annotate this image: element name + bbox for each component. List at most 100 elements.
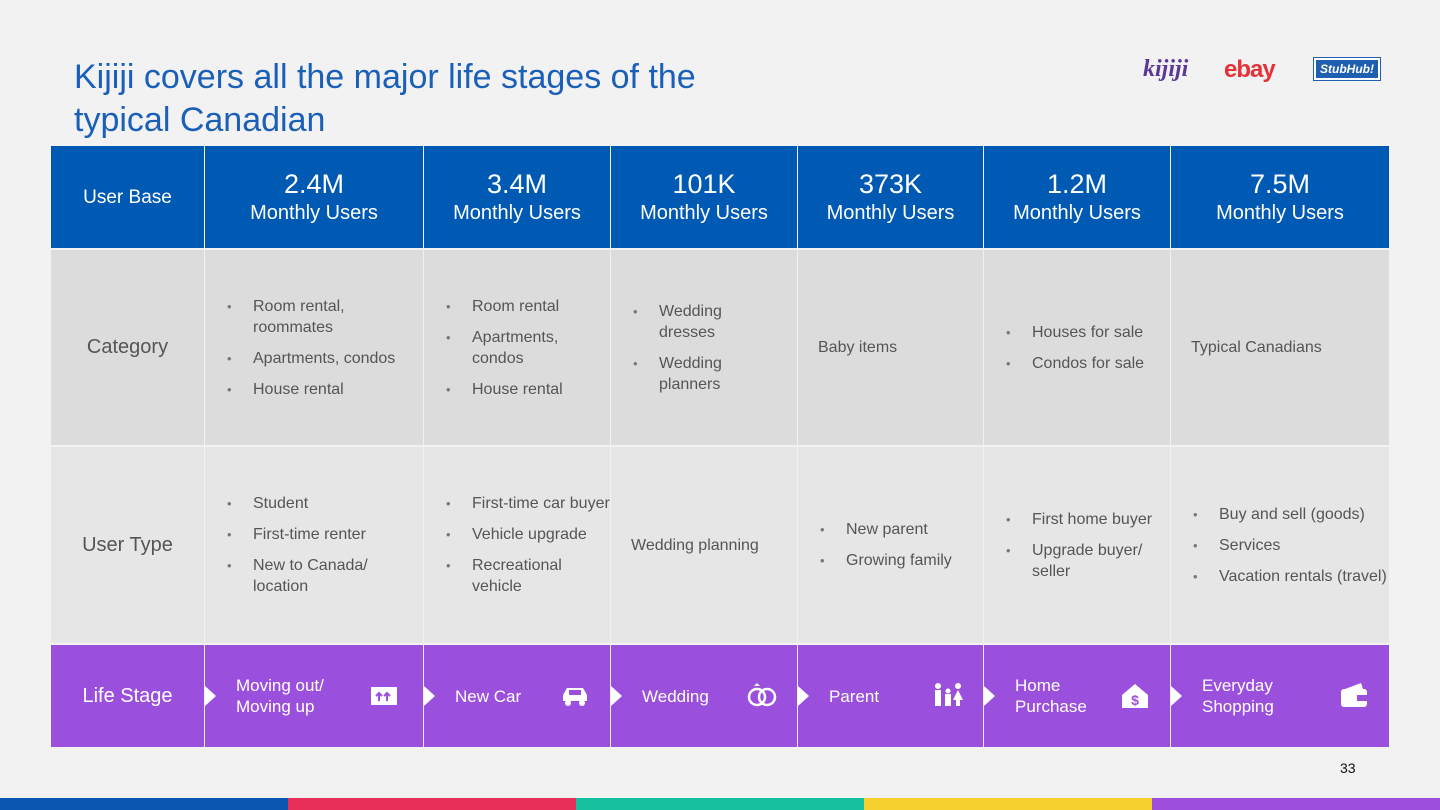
arrow bbox=[205, 686, 216, 706]
row-label: User Type bbox=[51, 447, 204, 643]
logo-stubhub: StubHub! bbox=[1313, 57, 1381, 81]
icon bbox=[933, 681, 963, 711]
bullet-item: First home buyer bbox=[1006, 509, 1160, 530]
bullet-item: House rental bbox=[227, 379, 406, 400]
table-cell: Student First-time renter New to Canada/ l… bbox=[205, 447, 423, 643]
life-stage-cell: Everyday Shopping bbox=[1171, 645, 1389, 747]
bullet-item: New to Canada/ location bbox=[227, 555, 406, 597]
bullet-item: First-time renter bbox=[227, 524, 406, 545]
table-cell: First home buyer Upgrade buyer/ seller bbox=[984, 447, 1170, 643]
bullet-list: New parent Growing family bbox=[818, 509, 969, 581]
page-number: 33 bbox=[1340, 760, 1356, 776]
bullet-item: Room rental bbox=[446, 296, 610, 317]
life-stage-cell: New Car bbox=[424, 645, 610, 747]
icon-svg bbox=[371, 687, 397, 705]
table-cell: Buy and sell (goods) Services Vacation ren… bbox=[1171, 447, 1389, 643]
header-cell: 2.4M Monthly Users bbox=[205, 146, 423, 248]
bullet-item: House rental bbox=[446, 379, 610, 400]
bullet-item: Services bbox=[1193, 535, 1387, 556]
bullet-item: Apartments, condos bbox=[227, 348, 406, 369]
bullet-list: Wedding dresses Wedding planners bbox=[631, 291, 769, 405]
bullet-item: Condos for sale bbox=[1006, 353, 1160, 374]
logo-ebay: ebay bbox=[1224, 56, 1276, 83]
bullet-item: Buy and sell (goods) bbox=[1193, 504, 1387, 525]
icon bbox=[747, 681, 777, 711]
arrow bbox=[1171, 686, 1182, 706]
header-cell: 373K Monthly Users bbox=[798, 146, 983, 248]
bullet-item: Vehicle upgrade bbox=[446, 524, 610, 545]
user-unit: Monthly Users bbox=[640, 202, 768, 224]
user-count: 1.2M bbox=[1046, 169, 1108, 199]
header-cell: 3.4M Monthly Users bbox=[424, 146, 610, 248]
icon-svg bbox=[935, 683, 963, 706]
color-bar bbox=[0, 798, 1440, 810]
table-cell: First-time car buyer Vehicle upgrade Recre… bbox=[424, 447, 610, 643]
table-cell: Typical Canadians bbox=[1171, 250, 1389, 445]
cell-text: Wedding planning bbox=[631, 536, 759, 554]
bullet-item: Vacation rentals (travel) bbox=[1193, 566, 1387, 587]
icon bbox=[369, 681, 399, 711]
header-cell: 101K Monthly Users bbox=[611, 146, 797, 248]
arrow bbox=[984, 686, 995, 706]
icon: $ bbox=[1120, 681, 1150, 711]
user-unit: Monthly Users bbox=[453, 202, 581, 224]
user-unit: Monthly Users bbox=[1013, 202, 1141, 224]
user-count: 3.4M bbox=[486, 169, 548, 199]
bullet-list: First-time car buyer Vehicle upgrade Recre… bbox=[444, 483, 610, 607]
bullet-item: Wedding dresses bbox=[633, 301, 769, 343]
life-stage-text: New Car bbox=[455, 686, 522, 706]
table-cell: Room rental, roommates Apartments, condos… bbox=[205, 250, 423, 445]
table-cell: Baby items bbox=[798, 250, 983, 445]
bullet-item: Student bbox=[227, 493, 406, 514]
bullet-item: Room rental, roommates bbox=[227, 296, 406, 338]
bullet-list: First home buyer Upgrade buyer/ seller bbox=[1004, 499, 1160, 592]
arrow bbox=[424, 686, 435, 706]
header-cell: 7.5M Monthly Users bbox=[1171, 146, 1389, 248]
icon-svg: $ bbox=[1122, 684, 1148, 708]
user-count: 2.4M bbox=[283, 169, 345, 199]
user-unit: Monthly Users bbox=[1216, 202, 1344, 224]
table-cell: Wedding planning bbox=[611, 447, 797, 643]
bullet-list: Houses for sale Condos for sale bbox=[1004, 312, 1160, 384]
table-cell: New parent Growing family bbox=[798, 447, 983, 643]
bullet-list: Room rental Apartments, condos House renta… bbox=[444, 286, 610, 410]
icon bbox=[560, 681, 590, 711]
life-stage-text: Moving out/ Moving up bbox=[236, 676, 324, 716]
bullet-list: Room rental, roommates Apartments, condos… bbox=[225, 286, 406, 410]
table-cell: Wedding dresses Wedding planners bbox=[611, 250, 797, 445]
arrow bbox=[611, 686, 622, 706]
icon-svg bbox=[747, 683, 777, 707]
icon-svg bbox=[563, 688, 587, 706]
life-stage-cell: Moving out/ Moving up bbox=[205, 645, 423, 747]
life-stage-text: Home Purchase bbox=[1015, 676, 1087, 716]
life-stage-text: Parent bbox=[829, 686, 880, 706]
arrow bbox=[798, 686, 809, 706]
bullet-item: Houses for sale bbox=[1006, 322, 1160, 343]
life-stage-cell: Wedding bbox=[611, 645, 797, 747]
life-stage-text: Everyday Shopping bbox=[1202, 676, 1274, 716]
cell-text: Baby items bbox=[818, 339, 898, 356]
row-label: Category bbox=[51, 250, 204, 445]
logo-kijiji: kijiji bbox=[1143, 56, 1189, 82]
life-stage-text: Wedding bbox=[642, 686, 709, 706]
header-cell: 1.2M Monthly Users bbox=[984, 146, 1170, 248]
bullet-item: New parent bbox=[820, 519, 969, 540]
icon bbox=[1339, 681, 1369, 711]
header-label: User Base bbox=[51, 146, 204, 248]
svg-text:$: $ bbox=[1131, 692, 1139, 708]
user-count: 373K bbox=[858, 169, 923, 199]
user-count: 101K bbox=[672, 169, 736, 199]
user-unit: Monthly Users bbox=[250, 202, 378, 224]
table-cell: Houses for sale Condos for sale bbox=[984, 250, 1170, 445]
bullet-item: Wedding planners bbox=[633, 353, 769, 395]
icon-svg bbox=[1341, 683, 1367, 707]
life-stage-cell: Parent bbox=[798, 645, 983, 747]
life-stage-cell: Home Purchase $ bbox=[984, 645, 1170, 747]
bullet-item: Growing family bbox=[820, 550, 969, 571]
row-label: Life Stage bbox=[51, 645, 204, 747]
bullet-list: Student First-time renter New to Canada/ l… bbox=[225, 483, 406, 607]
bullet-item: Recreational vehicle bbox=[446, 555, 610, 597]
bullet-item: Upgrade buyer/ seller bbox=[1006, 540, 1160, 582]
slide-title: Kijiji covers all the major life stages … bbox=[74, 58, 696, 139]
